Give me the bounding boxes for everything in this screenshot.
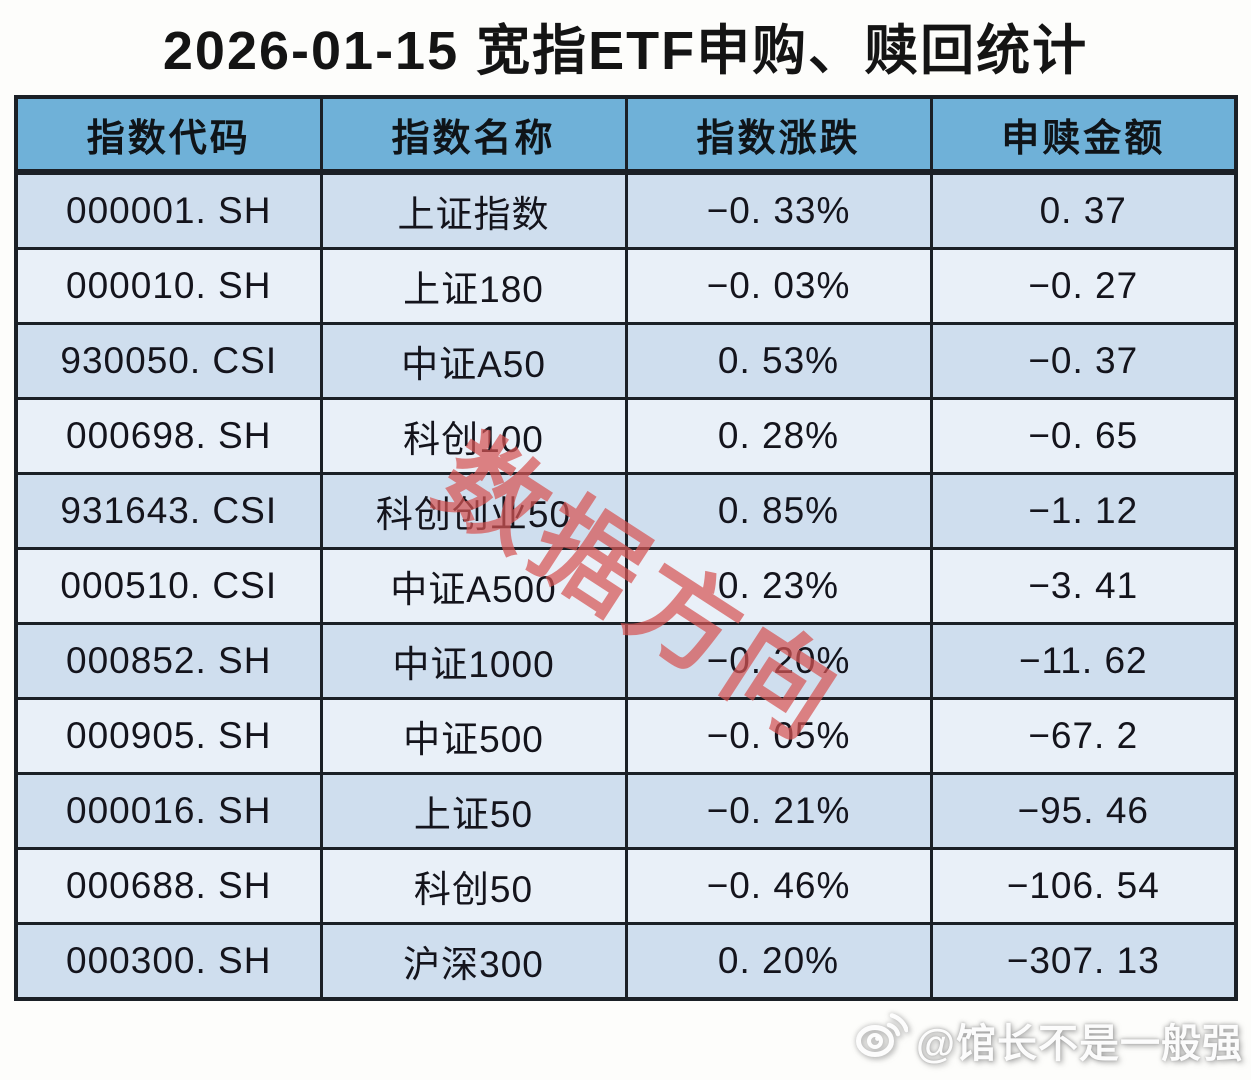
- cell-name: 上证50: [319, 772, 628, 850]
- cell-change: 0. 23%: [624, 547, 933, 625]
- cell-name: 沪深300: [319, 922, 628, 1001]
- table-row: 000698. SH 科创100 0. 28% −0. 65: [14, 397, 1238, 475]
- cell-code: 000001. SH: [14, 170, 323, 250]
- cell-name: 上证180: [319, 247, 628, 325]
- cell-name: 科创创业50: [319, 472, 628, 550]
- cell-amount: −307. 13: [929, 922, 1238, 1001]
- cell-code: 000852. SH: [14, 622, 323, 700]
- cell-amount: −95. 46: [929, 772, 1238, 850]
- etf-statistics-table: 指数代码 指数名称 指数涨跌 申赎金额 000001. SH 上证指数 −0. 33% 0.…: [14, 95, 1238, 1001]
- cell-change: −0. 46%: [624, 847, 933, 925]
- cell-change: −0. 03%: [624, 247, 933, 325]
- cell-name: 中证A50: [319, 322, 628, 400]
- cell-amount: −0. 37: [929, 322, 1238, 400]
- cell-amount: −3. 41: [929, 547, 1238, 625]
- cell-amount: −1. 12: [929, 472, 1238, 550]
- cell-code: 930050. CSI: [14, 322, 323, 400]
- cell-change: −0. 21%: [624, 772, 933, 850]
- cell-name: 科创100: [319, 397, 628, 475]
- cell-code: 931643. CSI: [14, 472, 323, 550]
- cell-change: 0. 85%: [624, 472, 933, 550]
- cell-change: 0. 20%: [624, 922, 933, 1001]
- cell-name: 中证A500: [319, 547, 628, 625]
- cell-change: −0. 20%: [624, 622, 933, 700]
- cell-code: 000510. CSI: [14, 547, 323, 625]
- cell-name: 科创50: [319, 847, 628, 925]
- cell-amount: −11. 62: [929, 622, 1238, 700]
- table-row: 000010. SH 上证180 −0. 03% −0. 27: [14, 247, 1238, 325]
- column-header-0: 指数代码: [14, 95, 323, 175]
- cell-amount: −0. 65: [929, 397, 1238, 475]
- cell-amount: −67. 2: [929, 697, 1238, 775]
- cell-code: 000698. SH: [14, 397, 323, 475]
- cell-change: 0. 53%: [624, 322, 933, 400]
- table-row: 000001. SH 上证指数 −0. 33% 0. 37: [14, 170, 1238, 250]
- cell-name: 中证500: [319, 697, 628, 775]
- column-header-1: 指数名称: [319, 95, 628, 175]
- cell-change: −0. 05%: [624, 697, 933, 775]
- table-row: 000510. CSI 中证A500 0. 23% −3. 41: [14, 547, 1238, 625]
- table-row: 000688. SH 科创50 −0. 46% −106. 54: [14, 847, 1238, 925]
- cell-amount: 0. 37: [929, 170, 1238, 250]
- cell-code: 000905. SH: [14, 697, 323, 775]
- table-header: 指数代码 指数名称 指数涨跌 申赎金额: [14, 95, 1238, 175]
- column-header-2: 指数涨跌: [624, 95, 933, 175]
- cell-code: 000688. SH: [14, 847, 323, 925]
- cell-amount: −0. 27: [929, 247, 1238, 325]
- cell-name: 上证指数: [319, 170, 628, 250]
- table-row: 000016. SH 上证50 −0. 21% −95. 46: [14, 772, 1238, 850]
- weibo-logo-icon: [854, 1008, 909, 1072]
- cell-amount: −106. 54: [929, 847, 1238, 925]
- cell-code: 000300. SH: [14, 922, 323, 1001]
- credit-watermark: @馆长不是一般强: [854, 1008, 1243, 1072]
- table-row: 000300. SH 沪深300 0. 20% −307. 13: [14, 922, 1238, 1001]
- table-row: 000905. SH 中证500 −0. 05% −67. 2: [14, 697, 1238, 775]
- cell-name: 中证1000: [319, 622, 628, 700]
- table-body: 000001. SH 上证指数 −0. 33% 0. 37 000010. SH 上证18…: [14, 170, 1238, 1001]
- table-row: 931643. CSI 科创创业50 0. 85% −1. 12: [14, 472, 1238, 550]
- cell-code: 000016. SH: [14, 772, 323, 850]
- cell-code: 000010. SH: [14, 247, 323, 325]
- table-row: 000852. SH 中证1000 −0. 20% −11. 62: [14, 622, 1238, 700]
- table-row: 930050. CSI 中证A50 0. 53% −0. 37: [14, 322, 1238, 400]
- cell-change: −0. 33%: [624, 170, 933, 250]
- table-header-row: 指数代码 指数名称 指数涨跌 申赎金额: [14, 95, 1238, 175]
- column-header-3: 申赎金额: [929, 95, 1238, 175]
- cell-change: 0. 28%: [624, 397, 933, 475]
- credit-text: @馆长不是一般强: [915, 1022, 1243, 1066]
- page-title: 2026-01-15 宽指ETF申购、赎回统计: [162, 21, 1089, 81]
